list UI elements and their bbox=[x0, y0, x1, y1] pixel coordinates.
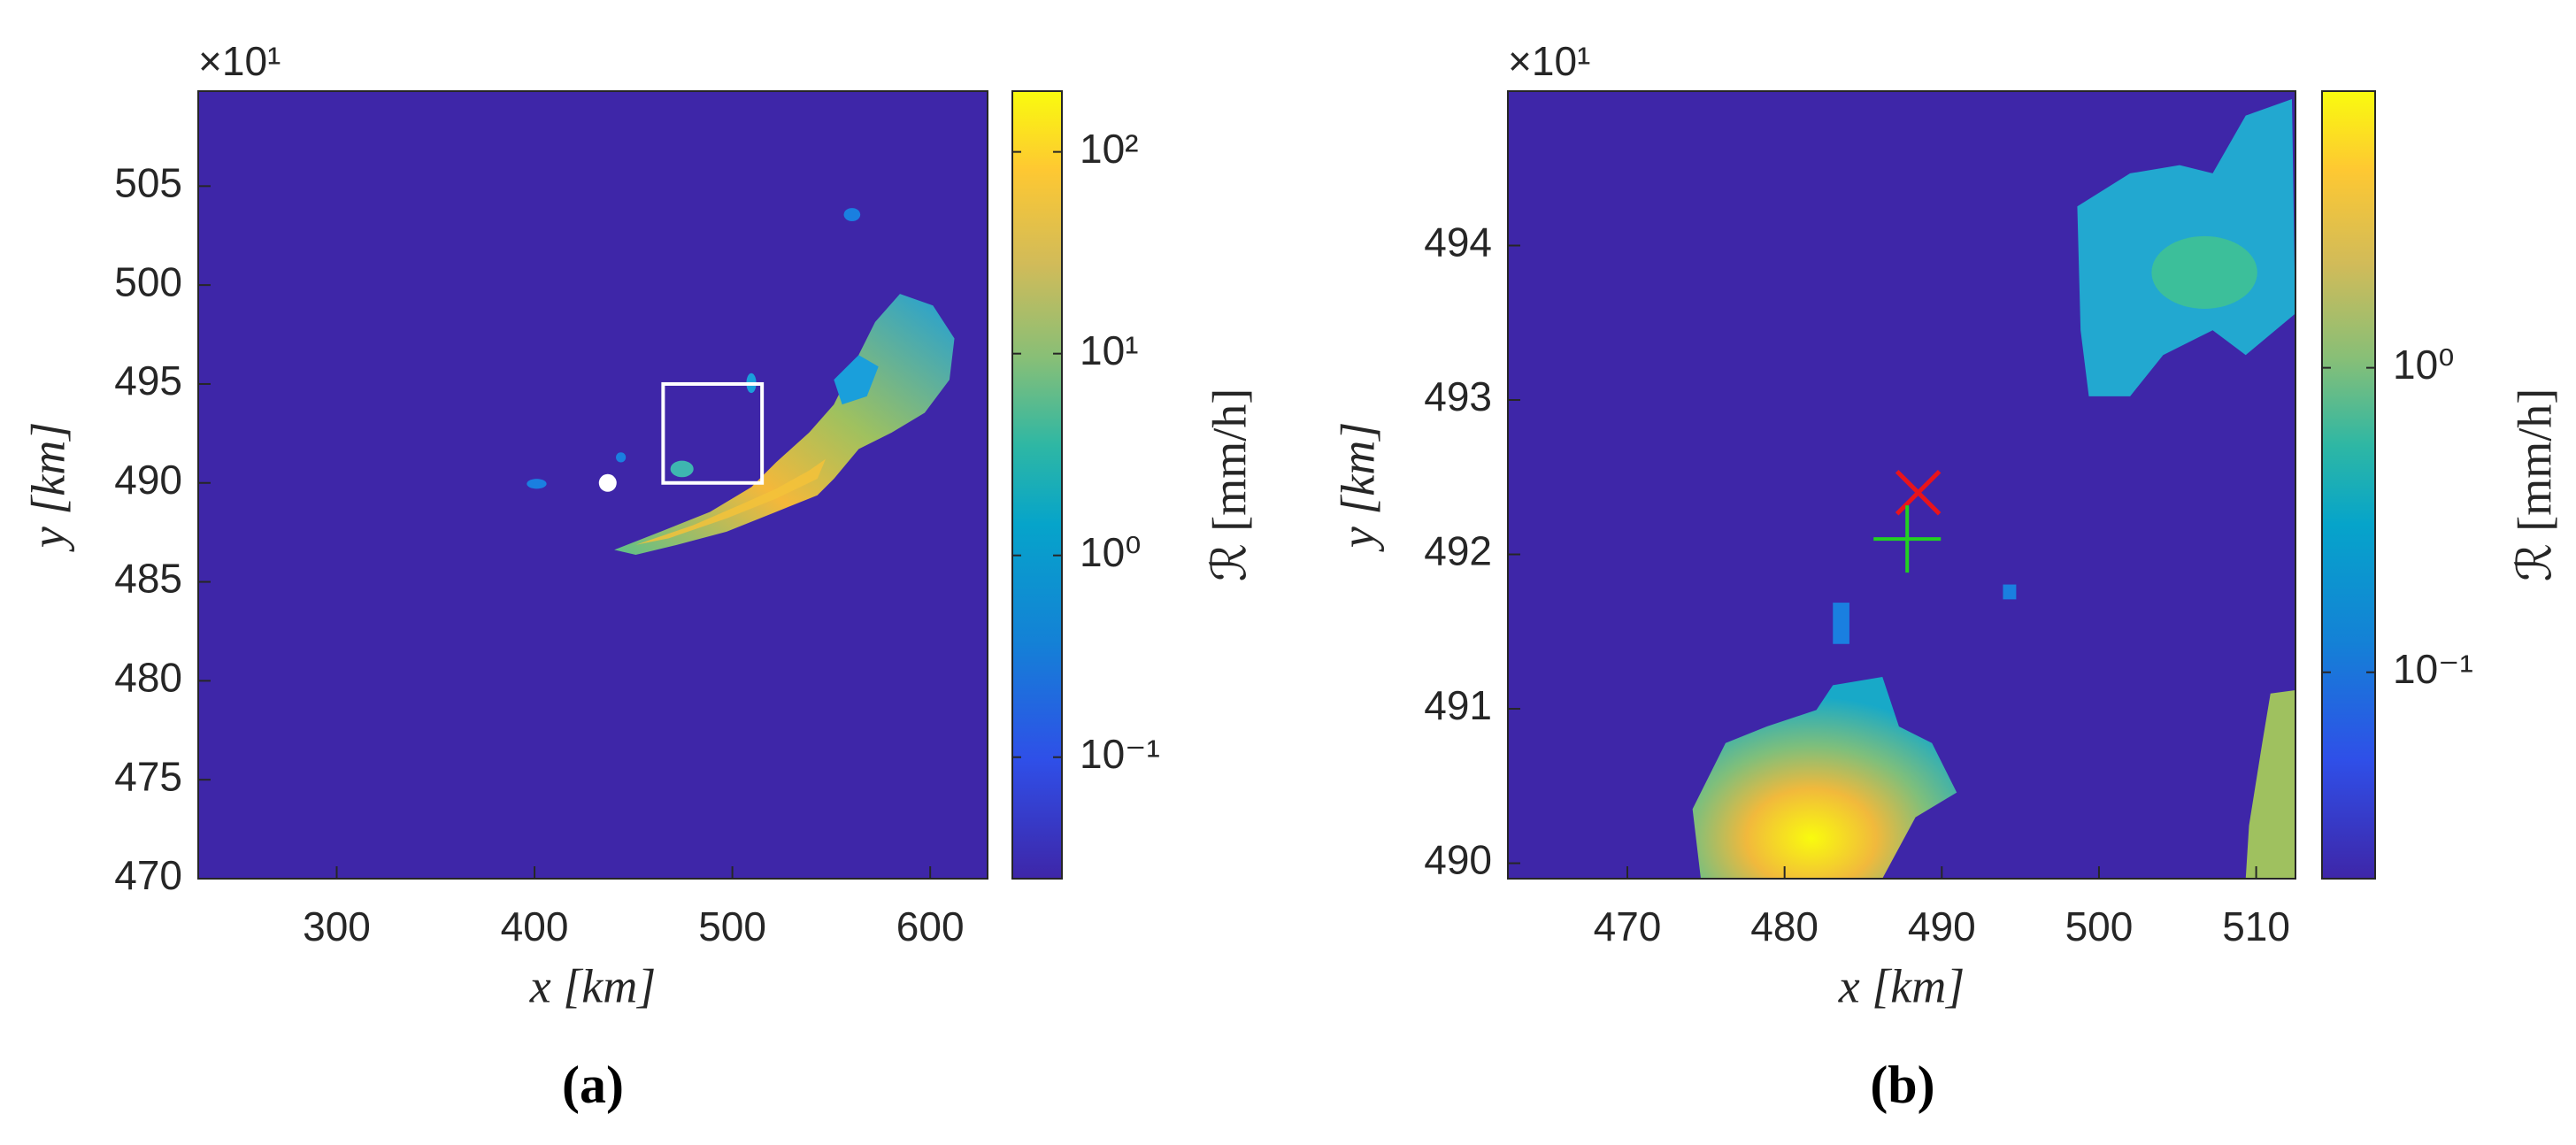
y-tick-label: 490 bbox=[114, 457, 182, 503]
y-tick-label: 494 bbox=[1424, 219, 1492, 265]
x-tick-label: 490 bbox=[1908, 903, 1976, 949]
y-tick-label: 490 bbox=[1424, 837, 1492, 883]
y-tick-label: 492 bbox=[1424, 528, 1492, 574]
x-tick-label: 400 bbox=[501, 903, 569, 949]
y-tick-label: 495 bbox=[114, 357, 182, 403]
x-axis-label: x [km] bbox=[1838, 959, 1965, 1012]
y-tick-label: 505 bbox=[114, 159, 182, 205]
y-tick-label: 485 bbox=[114, 556, 182, 602]
colorbar bbox=[2321, 90, 2376, 880]
x-tick-label: 510 bbox=[2222, 903, 2290, 949]
x-tick-label: 300 bbox=[303, 903, 371, 949]
x-tick-label: 500 bbox=[2065, 903, 2134, 949]
marker bbox=[1873, 505, 1942, 573]
rain-cell bbox=[2003, 584, 2017, 600]
colorbar-tick-label: 10⁻¹ bbox=[2393, 646, 2473, 692]
y-exponent: ×10¹ bbox=[1508, 38, 1590, 84]
colorbar-tick-label: 10⁰ bbox=[2393, 342, 2455, 388]
y-tick-label: 491 bbox=[1424, 682, 1492, 728]
colorbar-label: ℛ [mm/h] bbox=[1203, 388, 1256, 582]
colorbar-tick-label: 10⁻¹ bbox=[1080, 731, 1160, 777]
rain-cell bbox=[2151, 235, 2257, 309]
rain-cell bbox=[2245, 689, 2295, 879]
rain-field-b bbox=[1692, 98, 2295, 879]
y-exponent: ×10¹ bbox=[198, 38, 281, 84]
rain-cell bbox=[834, 355, 879, 405]
x-tick-label: 600 bbox=[896, 903, 965, 949]
colorbar bbox=[1011, 90, 1063, 880]
y-axis-label: y [km] bbox=[1331, 422, 1384, 552]
rain-cell bbox=[616, 452, 627, 463]
y-tick-label: 500 bbox=[114, 258, 182, 304]
x-tick-label: 500 bbox=[698, 903, 766, 949]
rain-cell bbox=[670, 460, 694, 478]
x-tick-label: 470 bbox=[1594, 903, 1662, 949]
colorbar-tick-label: 10² bbox=[1080, 126, 1138, 172]
y-tick-label: 493 bbox=[1424, 373, 1492, 419]
colorbar-label: ℛ [mm/h] bbox=[2508, 388, 2561, 582]
rain-cell bbox=[843, 208, 861, 222]
y-tick-label: 470 bbox=[114, 852, 182, 898]
axes-frame bbox=[197, 90, 988, 880]
zoom-box bbox=[661, 381, 765, 485]
rain-field bbox=[527, 98, 2295, 879]
colorbar-tick-label: 10⁰ bbox=[1080, 529, 1142, 575]
y-tick-label: 475 bbox=[114, 753, 182, 799]
rain-cell bbox=[1833, 603, 1849, 644]
panel-label: (b) bbox=[1870, 1056, 1934, 1114]
marker bbox=[598, 473, 617, 492]
axes-frame bbox=[1507, 90, 2296, 880]
rain-band bbox=[614, 294, 955, 555]
marker bbox=[1895, 469, 1942, 516]
y-tick-label: 480 bbox=[114, 655, 182, 701]
plot-background bbox=[198, 91, 988, 879]
colorbar-tick-label: 10¹ bbox=[1080, 327, 1138, 373]
rain-cell bbox=[527, 479, 547, 489]
panel-label: (a) bbox=[562, 1056, 624, 1114]
y-axis-label: y [km] bbox=[21, 422, 74, 552]
rain-cell bbox=[1692, 677, 1957, 879]
x-tick-label: 480 bbox=[1750, 903, 1819, 949]
x-axis-label: x [km] bbox=[529, 959, 656, 1012]
